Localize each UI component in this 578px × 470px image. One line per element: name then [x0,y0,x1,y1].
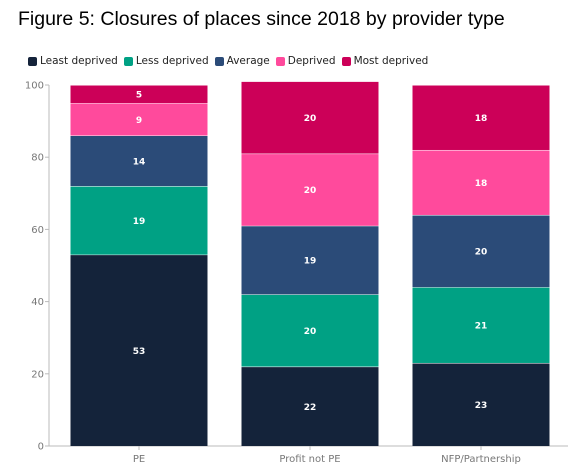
data-label: 20 [304,186,317,196]
data-label: 9 [136,116,142,126]
data-label: 20 [304,114,317,124]
bar-segment [70,85,208,104]
data-label: 18 [475,179,488,189]
legend-swatch-least-deprived [28,56,37,66]
bar-segment [70,186,208,255]
legend-label-average: Average [226,55,270,67]
bar-segment [70,135,208,187]
bar-segment [241,153,379,226]
data-label: 18 [475,114,488,124]
legend-item-least-deprived: Least deprived [28,55,118,67]
legend-label-less-deprived: Less deprived [135,55,209,67]
data-label: 20 [304,327,317,337]
chart-title: Figure 5: Closures of places since 2018 … [18,8,505,30]
bar-segment [412,85,550,150]
data-label: 20 [475,248,488,258]
y-tick-label: 40 [31,297,44,308]
bar-segment [412,214,550,288]
data-label: 14 [133,157,146,167]
y-tick-label: 60 [31,225,44,236]
legend-swatch-average [214,56,224,66]
bar-segment [412,149,550,215]
y-tick-label: 100 [25,81,44,92]
chart-legend: Least deprived Less deprived Average Dep… [28,55,434,67]
legend-swatch-most-deprived [341,56,351,66]
bar-segment [241,294,379,367]
data-label: 22 [304,403,317,413]
data-label: 19 [304,257,317,267]
legend-item-deprived: Deprived [275,55,336,67]
legend-swatch-less-deprived [123,56,133,66]
bar-segment [70,254,208,446]
legend-label-least-deprived: Least deprived [40,55,118,67]
bar-segment [412,362,550,446]
data-label: 23 [475,401,488,411]
legend-item-most-deprived: Most deprived [341,55,429,67]
bar-segment [241,366,379,446]
y-tick-label: 20 [31,369,44,380]
x-tick-label: PE [133,454,145,465]
y-tick-label: 80 [31,153,44,164]
legend-item-less-deprived: Less deprived [123,55,209,67]
data-label: 21 [475,322,488,332]
x-tick-label: NFP/Partnership [441,454,521,465]
legend-label-most-deprived: Most deprived [353,55,429,67]
legend-swatch-deprived [275,56,285,66]
bar-segment [241,81,379,154]
legend-label-deprived: Deprived [287,55,336,67]
legend-item-average: Average [214,55,270,67]
data-label: 53 [133,347,146,357]
bar-segment [412,287,550,363]
x-tick-label: Profit not PE [279,454,340,465]
data-label: 19 [133,217,146,227]
data-label: 5 [136,91,142,101]
bar-segment [70,103,208,136]
bar-segment [241,225,379,295]
y-tick-label: 0 [38,442,44,453]
